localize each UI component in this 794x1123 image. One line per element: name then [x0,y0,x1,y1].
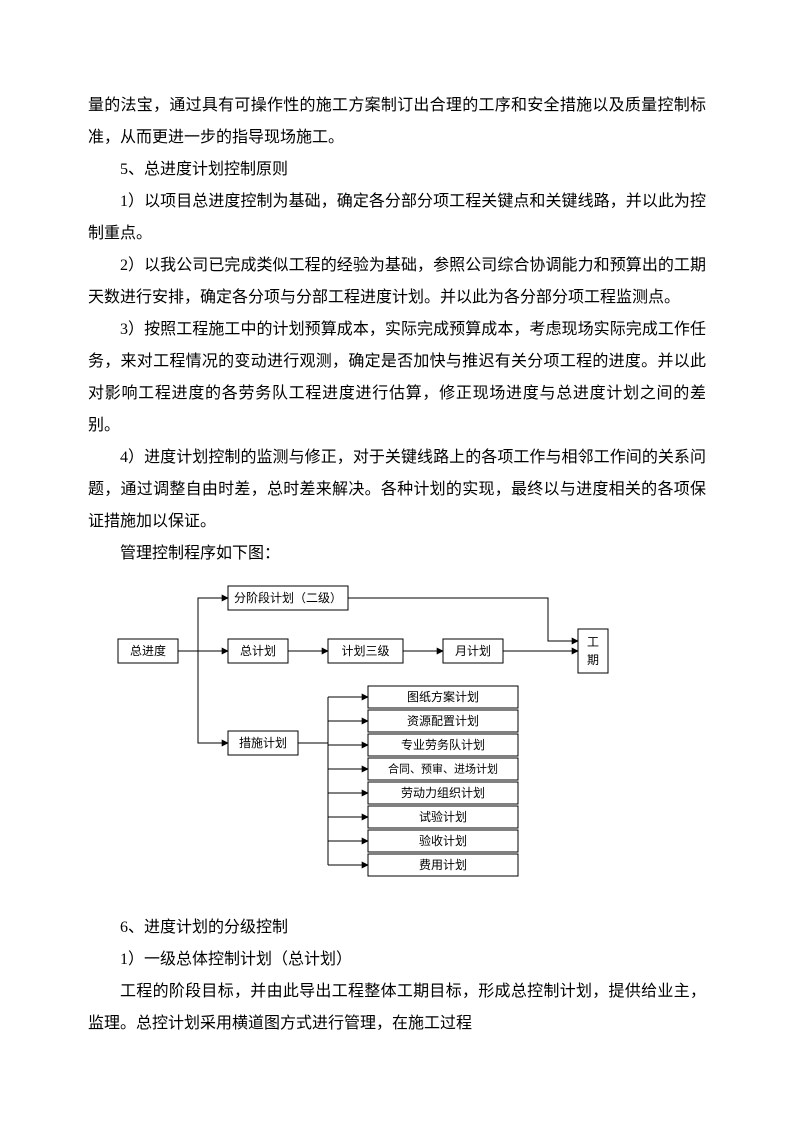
svg-text:验收计划: 验收计划 [419,833,467,848]
svg-text:劳动力组织计划: 劳动力组织计划 [401,786,485,800]
svg-text:期: 期 [587,653,599,667]
heading-6: 6、进度计划的分级控制 [88,912,706,944]
svg-text:合同、预审、进场计划: 合同、预审、进场计划 [388,762,498,776]
svg-text:措施计划: 措施计划 [239,736,287,750]
svg-text:分阶段计划（二级）: 分阶段计划（二级） [234,590,342,605]
svg-text:图纸方案计划: 图纸方案计划 [407,689,479,704]
paragraph: 工程的阶段目标，并由此导出工程整体工期目标，形成总控制计划，提供给业主，监理。总… [88,976,706,1040]
heading-5: 5、总进度计划控制原则 [88,154,706,186]
svg-text:费用计划: 费用计划 [419,858,467,872]
svg-text:月计划: 月计划 [455,644,491,658]
svg-text:总进度: 总进度 [130,643,166,658]
paragraph: 管理控制程序如下图： [88,538,706,570]
svg-text:试验计划: 试验计划 [419,809,467,824]
svg-text:工: 工 [587,635,599,649]
paragraph: 2）以我公司已完成类似工程的经验为基础，参照公司综合协调能力和预算出的工期天数进… [88,250,706,314]
flowchart: 总进度 分阶段计划（二级） 总计划 计划三级 月计划 工期措施计划 图纸方案计划资源配置计划… [88,576,706,906]
paragraph: 3）按照工程施工中的计划预算成本，实际完成预算成本，考虑现场实际完成工作任务，来… [88,314,706,442]
paragraph: 量的法宝，通过具有可操作性的施工方案制订出合理的工序和安全措施以及质量控制标准，… [88,90,706,154]
flowchart-svg: 总进度 分阶段计划（二级） 总计划 计划三级 月计划 工期措施计划 图纸方案计划资源配置计划… [88,576,628,906]
paragraph: 1）一级总体控制计划（总计划） [88,944,706,976]
svg-text:资源配置计划: 资源配置计划 [407,714,479,728]
svg-text:总计划: 总计划 [240,644,276,658]
svg-text:计划三级: 计划三级 [341,644,389,658]
svg-text:专业劳务队计划: 专业劳务队计划 [401,737,485,752]
paragraph: 1）以项目总进度控制为基础，确定各分部分项工程关键点和关键线路，并以此为控制重点… [88,186,706,250]
paragraph: 4）进度计划控制的监测与修正，对于关键线路上的各项工作与相邻工作间的关系问题，通… [88,442,706,538]
